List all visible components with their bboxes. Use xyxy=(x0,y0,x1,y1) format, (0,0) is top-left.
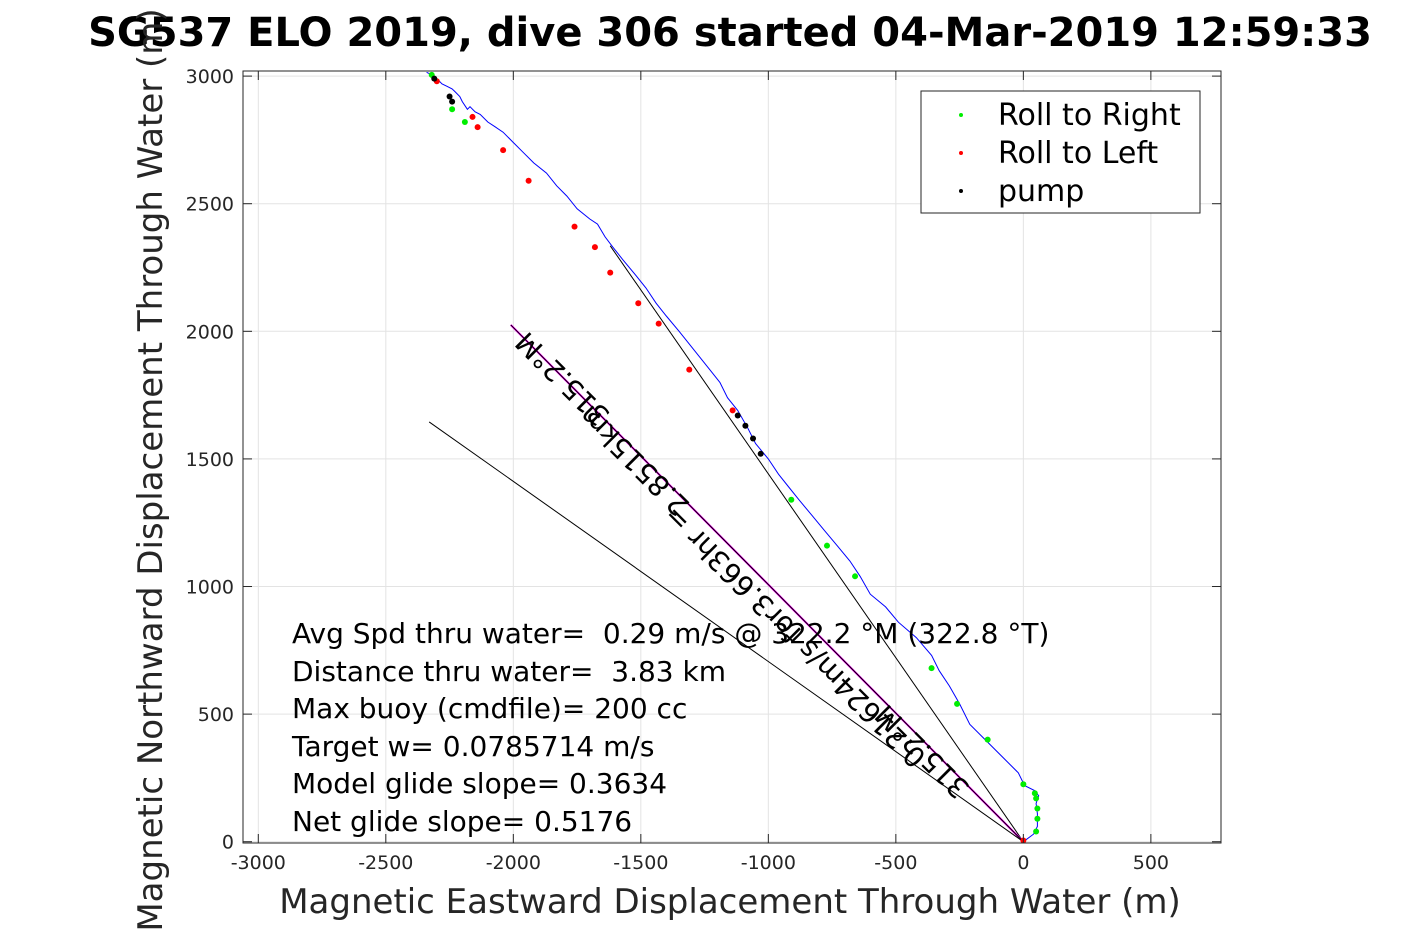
stats-max-buoy: Max buoy (cmdfile)= 200 cc xyxy=(292,692,687,725)
x-tick-label: 0 xyxy=(1017,852,1029,874)
x-tick-label: -1500 xyxy=(613,852,668,874)
reference-line-0 xyxy=(609,245,1024,843)
pump-point xyxy=(446,93,453,100)
legend-marker-pump xyxy=(959,189,963,193)
roll-right-point xyxy=(1031,790,1038,797)
stats-target-w: Target w= 0.0785714 m/s xyxy=(291,730,654,763)
roll-left-point xyxy=(635,300,642,307)
stats-avg-speed: Avg Spd thru water= 0.29 m/s @ 322.2 °M … xyxy=(292,617,1049,650)
roll-right-point xyxy=(1034,805,1041,812)
pump-point xyxy=(757,450,764,457)
roll-right-point xyxy=(1020,781,1027,788)
roll-right-point xyxy=(928,665,935,672)
y-tick-label: 1500 xyxy=(186,449,234,471)
roll-right-point xyxy=(1034,815,1041,822)
legend-label-pump: pump xyxy=(998,174,1084,209)
roll-right-point xyxy=(461,119,468,126)
grid xyxy=(243,71,1221,843)
roll-left-point xyxy=(686,366,693,373)
roll-right-point xyxy=(823,542,830,549)
legend-marker-roll-left xyxy=(959,151,963,155)
plot-frame xyxy=(242,70,1222,844)
x-axis-label: Magnetic Eastward Displacement Through W… xyxy=(279,882,1181,922)
markers xyxy=(428,71,1041,844)
axis-ticks: -3000 -2500 -2000 -1500 -1000 -500 0 500 0 500 100… xyxy=(186,66,1221,874)
reference-line-2 xyxy=(510,324,1024,843)
stats-model-glide: Model glide slope= 0.3634 xyxy=(292,767,667,800)
legend-label-roll-right: Roll to Right xyxy=(998,98,1181,133)
legend-box xyxy=(920,90,1201,214)
roll-left-point xyxy=(474,124,481,131)
roll-left-point xyxy=(469,113,476,120)
roll-left-point xyxy=(525,177,532,184)
pump-point xyxy=(742,422,749,429)
reference-line-3 xyxy=(428,421,1024,843)
roll-right-point xyxy=(1033,795,1040,802)
roll-right-point xyxy=(788,496,795,503)
roll-right-point xyxy=(954,700,961,707)
pump-point xyxy=(431,75,438,82)
x-tick-label: -2000 xyxy=(486,852,541,874)
roll-right-point xyxy=(1033,828,1040,835)
roll-left-point xyxy=(655,320,662,327)
chart-title: SG537 ELO 2019, dive 306 started 04-Mar-… xyxy=(88,10,1372,56)
y-tick-label: 3000 xyxy=(186,66,234,88)
roll-left-point xyxy=(591,244,598,251)
roll-left-point xyxy=(729,407,736,414)
roll-left-point xyxy=(607,269,614,276)
y-axis-label: Magnetic Northward Displacement Through … xyxy=(131,8,171,931)
stats-net-glide: Net glide slope= 0.5176 xyxy=(292,805,632,838)
pump-point xyxy=(750,435,757,442)
stats-distance: Distance thru water= 3.83 km xyxy=(292,655,726,688)
pump-point xyxy=(449,98,456,105)
roll-right-point xyxy=(852,573,859,580)
x-tick-label: -3000 xyxy=(231,852,286,874)
x-tick-label: -2500 xyxy=(358,852,413,874)
y-tick-label: 2000 xyxy=(186,321,234,343)
y-tick-label: 500 xyxy=(198,704,234,726)
legend-label-roll-left: Roll to Left xyxy=(998,136,1158,171)
reference-lines xyxy=(428,245,1025,843)
stats-block: Avg Spd thru water= 0.29 m/s @ 322.2 °M … xyxy=(291,617,1049,838)
y-tick-label: 2500 xyxy=(186,194,234,216)
roll-right-point xyxy=(449,106,456,113)
legend: Roll to Right Roll to Left pump xyxy=(920,90,1201,214)
x-tick-label: -500 xyxy=(874,852,917,874)
roll-left-point xyxy=(571,223,578,230)
roll-right-point xyxy=(984,736,991,743)
x-tick-label: 500 xyxy=(1133,852,1169,874)
legend-marker-roll-right xyxy=(959,113,963,117)
y-tick-label: 0 xyxy=(222,832,234,854)
y-tick-label: 1000 xyxy=(186,577,234,599)
roll-left-point xyxy=(500,147,507,154)
x-tick-label: -1000 xyxy=(741,852,796,874)
pump-point xyxy=(734,412,741,419)
